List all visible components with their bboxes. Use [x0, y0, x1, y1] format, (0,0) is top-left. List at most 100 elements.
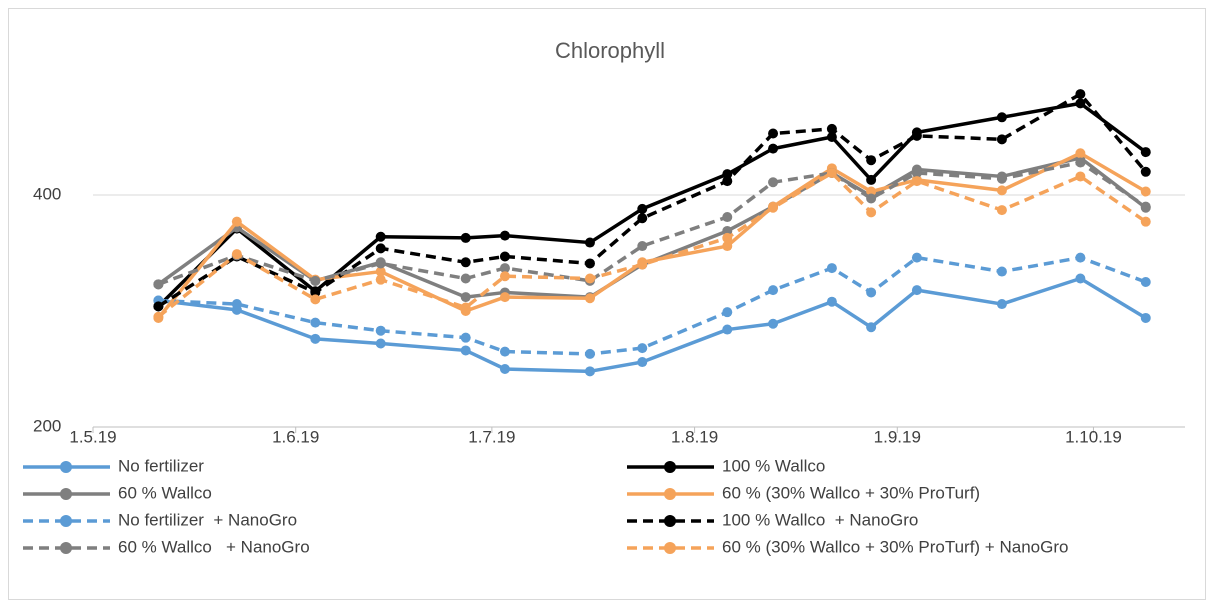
data-point	[1140, 277, 1151, 287]
data-point	[911, 252, 922, 263]
data-point	[1140, 186, 1151, 197]
legend-label: No fertilizer + NanoGro	[118, 510, 297, 529]
data-point	[460, 232, 471, 243]
legend-label: No fertilizer	[118, 456, 204, 475]
data-point	[375, 266, 386, 277]
x-tick-label: 1.9.19	[874, 427, 921, 446]
x-tick-label: 1.8.19	[671, 427, 718, 446]
data-point	[911, 130, 922, 141]
data-point	[231, 299, 242, 310]
data-point	[996, 299, 1007, 310]
data-point	[499, 346, 510, 357]
series-line	[158, 255, 1147, 356]
data-point	[375, 231, 386, 242]
data-point	[768, 128, 779, 139]
legend-marker	[60, 461, 72, 473]
data-point	[460, 273, 471, 284]
data-point	[460, 345, 471, 356]
data-point	[768, 177, 779, 188]
data-point	[499, 263, 510, 274]
x-tick-label: 1.5.19	[69, 427, 116, 446]
data-point	[866, 174, 877, 185]
x-tick-label: 1.6.19	[272, 427, 319, 446]
legend-marker	[664, 461, 676, 473]
data-point	[911, 176, 922, 187]
data-point	[1140, 147, 1151, 158]
y-tick-label: 200	[33, 416, 61, 435]
data-point	[584, 348, 595, 359]
chart-title: Chlorophyll	[555, 38, 665, 63]
data-point	[866, 186, 877, 197]
data-point	[722, 232, 733, 243]
data-point	[153, 301, 164, 312]
data-point	[584, 293, 595, 304]
data-point	[722, 324, 733, 335]
data-point	[460, 332, 471, 343]
legend-marker	[60, 515, 72, 527]
data-point	[826, 263, 837, 274]
data-point	[584, 237, 595, 248]
data-point	[375, 325, 386, 336]
data-point	[310, 287, 321, 298]
data-point	[1075, 157, 1086, 168]
legend-label: 100 % Wallco + NanoGro	[722, 510, 918, 529]
series-line	[158, 276, 1147, 374]
data-point	[637, 259, 648, 270]
data-point	[866, 155, 877, 166]
data-point	[375, 274, 386, 285]
data-point	[1140, 216, 1151, 227]
data-point	[499, 251, 510, 262]
data-point	[231, 249, 242, 260]
series-line	[157, 151, 1147, 320]
data-point	[310, 317, 321, 328]
data-point	[768, 285, 779, 296]
data-point	[911, 167, 922, 178]
data-point	[460, 257, 471, 268]
data-point	[826, 296, 837, 307]
data-point	[911, 285, 922, 296]
data-point	[637, 357, 648, 368]
data-point	[866, 207, 877, 218]
data-point	[722, 169, 733, 180]
data-point	[1075, 171, 1086, 182]
legend-marker	[664, 515, 676, 527]
data-point	[826, 123, 837, 134]
data-point	[637, 241, 648, 252]
data-point	[584, 366, 595, 377]
data-point	[866, 287, 877, 298]
data-point	[637, 203, 648, 214]
x-tick-label: 1.10.19	[1065, 427, 1122, 446]
data-point	[996, 266, 1007, 277]
data-point	[499, 292, 510, 303]
legend-label: 60 % (30% Wallco + 30% ProTurf)	[722, 483, 980, 502]
data-point	[826, 132, 837, 142]
data-point	[310, 333, 321, 344]
data-point	[310, 294, 321, 305]
legend-marker	[664, 488, 676, 500]
y-tick-label: 400	[33, 184, 61, 203]
data-point	[1140, 166, 1151, 177]
data-point	[637, 343, 648, 354]
data-point	[375, 338, 386, 349]
data-point	[375, 258, 386, 269]
legend-label: 100 % Wallco	[722, 456, 825, 475]
data-point	[866, 193, 877, 204]
data-point	[826, 167, 837, 178]
data-point	[722, 241, 733, 252]
data-point	[1075, 98, 1086, 109]
data-point	[637, 213, 648, 224]
data-point	[996, 185, 1007, 196]
data-point	[499, 271, 510, 282]
data-point	[1075, 273, 1086, 284]
data-point	[996, 112, 1007, 123]
data-point	[722, 176, 733, 187]
data-point	[499, 364, 510, 374]
data-point	[1075, 89, 1086, 100]
data-point	[460, 292, 471, 303]
data-point	[1140, 312, 1151, 323]
data-point	[768, 318, 779, 329]
data-point	[460, 302, 471, 313]
data-point	[499, 230, 510, 241]
legend-marker	[60, 488, 72, 500]
data-point	[996, 205, 1007, 216]
